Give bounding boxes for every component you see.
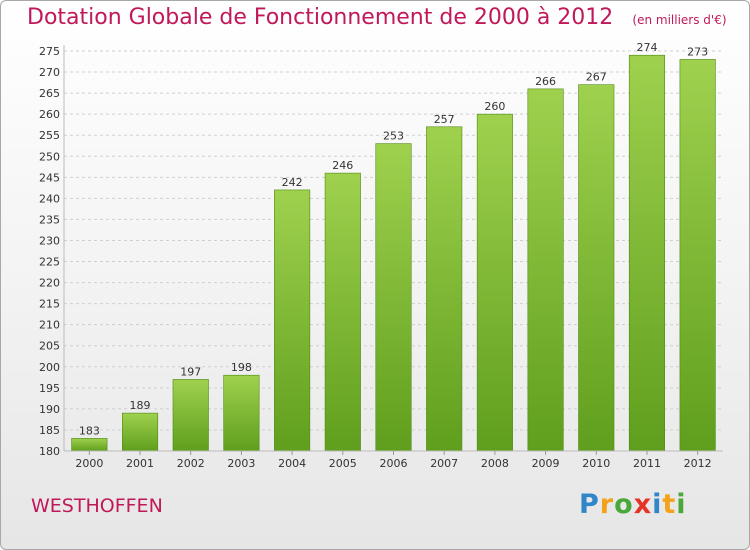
y-tick-label: 275 [39,45,60,58]
y-tick-label: 205 [39,340,60,353]
bar [223,374,260,452]
data-label: 267 [586,71,607,84]
bar [578,84,615,452]
x-tick-label: 2000 [75,457,103,470]
x-tick-label: 2003 [227,457,255,470]
x-tick-label: 2011 [633,457,661,470]
data-label: 260 [484,100,505,113]
data-label: 242 [282,176,303,189]
y-tick-label: 245 [39,171,60,184]
x-tick-label: 2008 [481,457,509,470]
bar [172,379,209,452]
proxiti-logo: Proxiti [579,489,687,520]
x-tick-label: 2012 [684,457,712,470]
x-tick-label: 2002 [177,457,205,470]
bar [324,172,361,452]
y-tick-label: 255 [39,129,60,142]
commune-name: WESTHOFFEN [31,495,163,517]
data-label: 183 [79,424,100,437]
data-label: 198 [231,361,252,374]
data-label: 257 [434,113,455,126]
data-label: 266 [535,75,556,88]
data-label: 273 [687,45,708,58]
y-tick-label: 190 [39,403,60,416]
data-label: 274 [636,41,657,54]
data-label: 246 [332,159,353,172]
y-tick-label: 185 [39,424,60,437]
y-tick-label: 265 [39,87,60,100]
bar [527,88,564,452]
chart-unit: (en milliers d'€) [632,13,727,27]
y-tick-label: 220 [39,277,60,290]
data-label: 189 [130,399,151,412]
y-tick-label: 210 [39,319,60,332]
x-tick-label: 2004 [278,457,306,470]
y-tick-label: 260 [39,108,60,121]
y-tick-label: 235 [39,213,60,226]
bar [679,59,716,452]
bar [274,189,311,452]
chart-title: Dotation Globale de Fonctionnement de 20… [27,5,614,30]
x-tick-label: 2010 [582,457,610,470]
bar [476,113,513,452]
y-tick-label: 200 [39,361,60,374]
data-label: 197 [180,365,201,378]
y-tick-label: 230 [39,234,60,247]
bar [121,412,159,452]
data-label: 253 [383,130,404,143]
y-tick-label: 195 [39,382,60,395]
y-tick-label: 225 [39,256,60,269]
x-tick-label: 2006 [380,457,408,470]
chart-title-block: Dotation Globale de Fonctionnement de 20… [27,5,727,30]
y-tick-label: 180 [39,445,60,458]
bar [628,54,666,452]
x-tick-label: 2007 [430,457,458,470]
bar [375,143,412,452]
y-tick-label: 270 [39,66,60,79]
y-tick-label: 215 [39,298,60,311]
x-tick-label: 2009 [532,457,560,470]
bar [426,126,463,452]
y-tick-label: 240 [39,192,60,205]
x-tick-label: 2001 [126,457,154,470]
y-tick-label: 250 [39,150,60,163]
x-tick-label: 2005 [329,457,357,470]
bar [71,438,108,452]
